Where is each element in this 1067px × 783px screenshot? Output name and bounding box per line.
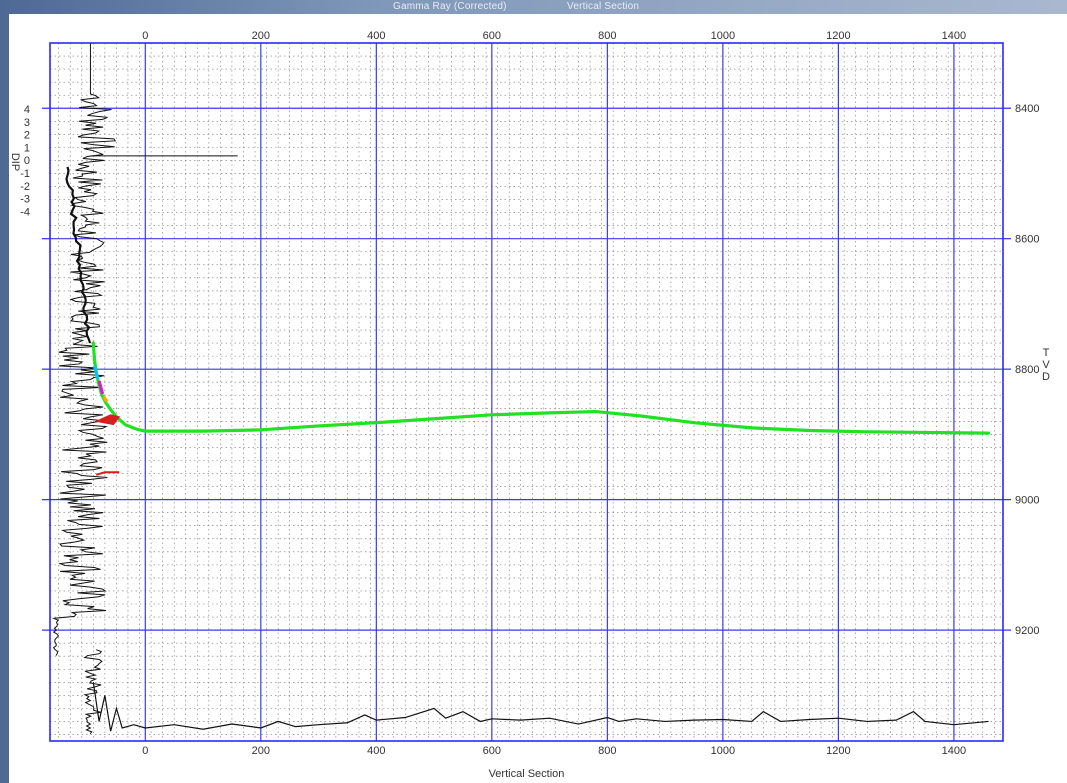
y-tick-label: 9000 — [1015, 495, 1039, 507]
x-axis-title: Vertical Section — [489, 768, 565, 780]
dip-tick-label: -2 — [20, 181, 30, 193]
x-tick-label-top: 1200 — [826, 30, 850, 42]
x-tick-label-bottom: 800 — [598, 745, 616, 757]
dip-axis-title: DIP — [9, 153, 21, 171]
major-grid — [50, 43, 1003, 741]
x-tick-label-top: 400 — [367, 30, 385, 42]
y-tick-label: 8600 — [1015, 234, 1039, 246]
gamma-log-lower-spikes — [83, 649, 103, 735]
log-track-title: Gamma Ray (Corrected) — [393, 1, 507, 12]
x-tick-label-top: 200 — [252, 30, 270, 42]
dip-tick-label: -1 — [20, 168, 30, 180]
dip-log-track — [51, 43, 238, 735]
x-tick-label-bottom: 200 — [252, 745, 270, 757]
well-path-color-segment — [92, 365, 100, 380]
x-tick-label-top: 0 — [142, 30, 148, 42]
x-tick-label-bottom: 1000 — [711, 745, 735, 757]
formation-marker-lower — [95, 471, 120, 476]
plot-frame — [49, 42, 1004, 742]
dip-trend-line — [65, 166, 92, 344]
x-tick-label-bottom: 1400 — [942, 745, 966, 757]
series-layer — [91, 341, 991, 732]
x-tick-label-bottom: 1200 — [826, 745, 850, 757]
dip-tick-label: -4 — [20, 206, 30, 218]
x-tick-label-bottom: 400 — [367, 745, 385, 757]
x-tick-label-top: 800 — [598, 30, 616, 42]
dip-tick-label: 2 — [24, 130, 30, 142]
bottom-log-line — [92, 682, 989, 732]
x-tick-label-top: 1400 — [942, 30, 966, 42]
x-tick-label-bottom: 0 — [142, 745, 148, 757]
window-title-bar: Gamma Ray (Corrected) Vertical Section — [0, 0, 1067, 14]
gamma-log-curve — [51, 43, 117, 656]
dip-tick-label: 3 — [24, 117, 30, 129]
y-tick-label: 8800 — [1015, 364, 1039, 376]
dip-tick-label: 4 — [24, 104, 30, 116]
dip-tick-label: 1 — [24, 142, 30, 154]
dip-tick-label: -3 — [20, 194, 30, 206]
axis-ticks: 0 0 200 200 400 400 600 600 800 800 1000 1000 1200 12… — [42, 30, 1039, 757]
section-view-title: Vertical Section — [567, 1, 640, 12]
dip-tick-label: 0 — [24, 155, 30, 167]
well-path-color-segment — [97, 380, 105, 395]
y-tick-label: 9200 — [1015, 625, 1039, 637]
minor-grid — [50, 43, 1003, 741]
x-tick-label-top: 1000 — [711, 30, 735, 42]
well-path-color-segment — [102, 395, 109, 403]
y-tick-label: 8400 — [1015, 103, 1039, 115]
well-path-line — [91, 341, 991, 435]
x-tick-label-bottom: 600 — [483, 745, 501, 757]
x-tick-label-top: 600 — [483, 30, 501, 42]
formation-marker-upper — [94, 414, 121, 426]
